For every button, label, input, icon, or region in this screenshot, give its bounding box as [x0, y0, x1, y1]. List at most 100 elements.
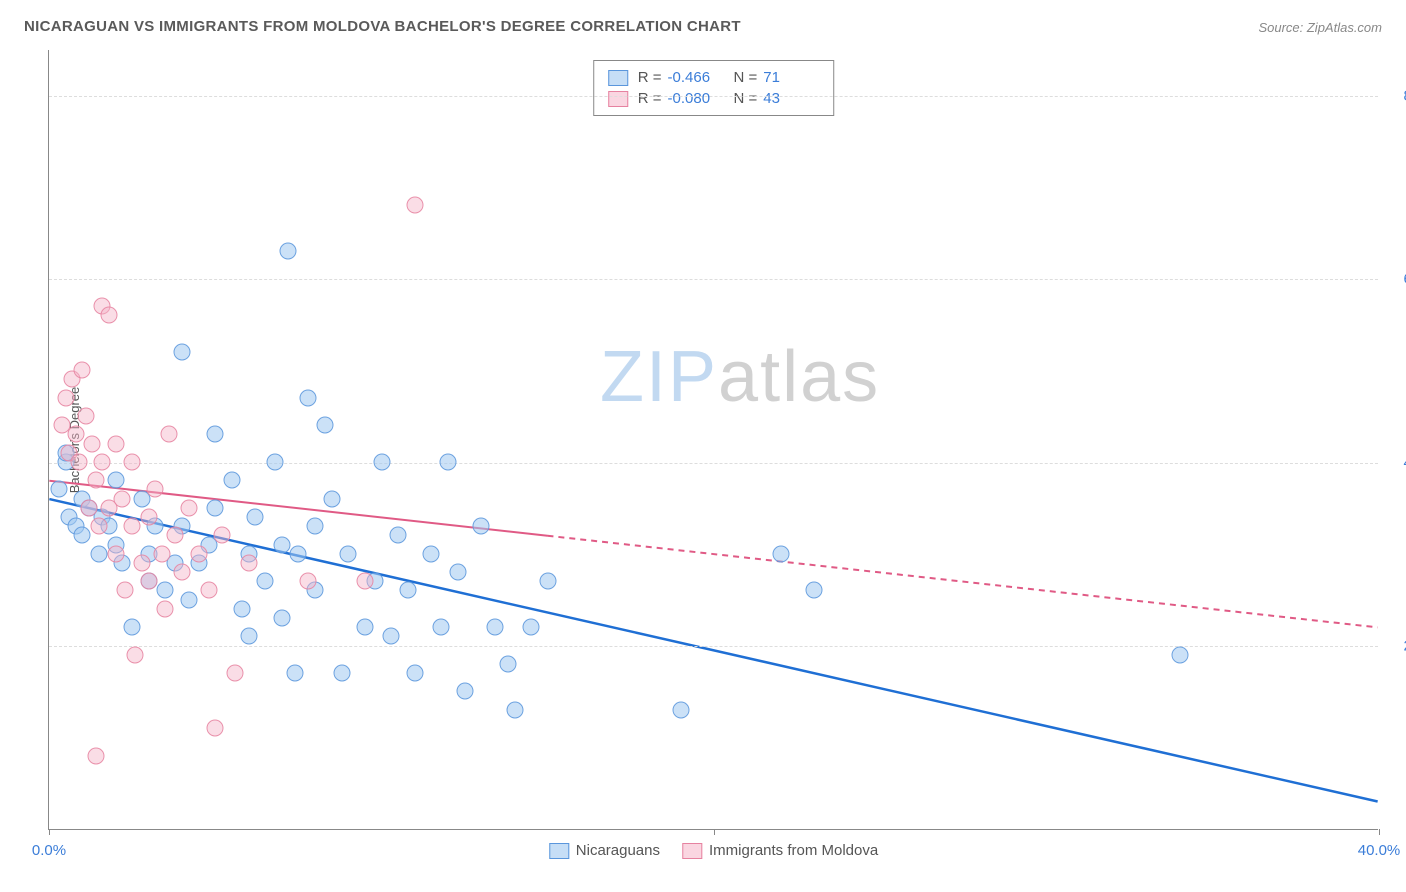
- scatter-point: [50, 481, 67, 498]
- scatter-point: [154, 545, 171, 562]
- scatter-point: [233, 600, 250, 617]
- watermark-right: atlas: [718, 337, 880, 417]
- scatter-point: [90, 545, 107, 562]
- scatter-point: [373, 453, 390, 470]
- swatch-blue-icon: [608, 70, 628, 86]
- scatter-point: [227, 665, 244, 682]
- scatter-point: [134, 554, 151, 571]
- scatter-point: [180, 499, 197, 516]
- scatter-point: [499, 655, 516, 672]
- legend-label: Nicaraguans: [576, 842, 660, 859]
- scatter-point: [140, 509, 157, 526]
- legend-item-2: Immigrants from Moldova: [682, 842, 878, 859]
- y-tick-label: 20.0%: [1386, 638, 1406, 655]
- scatter-point: [523, 619, 540, 636]
- scatter-point: [90, 518, 107, 535]
- scatter-point: [114, 490, 131, 507]
- bottom-legend: Nicaraguans Immigrants from Moldova: [549, 842, 878, 859]
- scatter-point: [316, 417, 333, 434]
- scatter-point: [300, 573, 317, 590]
- legend-label: Immigrants from Moldova: [709, 842, 878, 859]
- scatter-point: [280, 242, 297, 259]
- scatter-point: [257, 573, 274, 590]
- scatter-point: [273, 609, 290, 626]
- scatter-point: [57, 389, 74, 406]
- scatter-point: [383, 628, 400, 645]
- trend-lines: [49, 50, 1378, 829]
- scatter-point: [300, 389, 317, 406]
- chart-container: NICARAGUAN VS IMMIGRANTS FROM MOLDOVA BA…: [0, 0, 1406, 892]
- scatter-point: [80, 499, 97, 516]
- scatter-point: [356, 619, 373, 636]
- scatter-point: [772, 545, 789, 562]
- scatter-point: [440, 453, 457, 470]
- swatch-pink-icon: [608, 91, 628, 107]
- scatter-point: [240, 554, 257, 571]
- grid-line: [49, 463, 1378, 464]
- scatter-point: [307, 518, 324, 535]
- scatter-point: [207, 426, 224, 443]
- scatter-point: [340, 545, 357, 562]
- stat-r-value: -0.466: [668, 69, 724, 86]
- scatter-point: [117, 582, 134, 599]
- scatter-point: [390, 527, 407, 544]
- stat-r-label: R =: [638, 69, 662, 86]
- scatter-point: [124, 518, 141, 535]
- scatter-point: [406, 197, 423, 214]
- scatter-point: [87, 472, 104, 489]
- scatter-point: [400, 582, 417, 599]
- plot-area: Bachelor's Degree ZIPatlas R = -0.466 N …: [48, 50, 1378, 830]
- scatter-point: [107, 545, 124, 562]
- scatter-point: [70, 453, 87, 470]
- scatter-point: [107, 435, 124, 452]
- scatter-point: [486, 619, 503, 636]
- scatter-point: [273, 536, 290, 553]
- grid-line: [49, 96, 1378, 97]
- y-tick-label: 40.0%: [1386, 454, 1406, 471]
- source-attribution: Source: ZipAtlas.com: [1258, 20, 1382, 35]
- scatter-point: [124, 619, 141, 636]
- scatter-point: [473, 518, 490, 535]
- swatch-blue-icon: [549, 843, 569, 859]
- scatter-point: [449, 564, 466, 581]
- grid-line: [49, 279, 1378, 280]
- y-tick-label: 80.0%: [1386, 87, 1406, 104]
- x-tick-label: 40.0%: [1358, 842, 1401, 859]
- stats-row-1: R = -0.466 N = 71: [608, 67, 820, 88]
- scatter-point: [157, 582, 174, 599]
- scatter-point: [107, 472, 124, 489]
- source-name: ZipAtlas.com: [1307, 20, 1382, 35]
- scatter-point: [77, 408, 94, 425]
- stat-n-value: 43: [763, 90, 819, 107]
- source-prefix: Source:: [1258, 20, 1306, 35]
- scatter-point: [200, 582, 217, 599]
- scatter-point: [1171, 646, 1188, 663]
- scatter-point: [506, 701, 523, 718]
- watermark: ZIPatlas: [600, 336, 880, 418]
- scatter-point: [287, 665, 304, 682]
- scatter-point: [267, 453, 284, 470]
- scatter-point: [190, 545, 207, 562]
- scatter-point: [160, 426, 177, 443]
- scatter-point: [406, 665, 423, 682]
- stat-n-label: N =: [734, 90, 758, 107]
- scatter-point: [67, 426, 84, 443]
- scatter-point: [87, 747, 104, 764]
- scatter-point: [84, 435, 101, 452]
- scatter-point: [74, 527, 91, 544]
- scatter-point: [167, 527, 184, 544]
- x-tick-label: 0.0%: [32, 842, 66, 859]
- scatter-point: [207, 499, 224, 516]
- stats-panel: R = -0.466 N = 71 R = -0.080 N = 43: [593, 60, 835, 116]
- scatter-point: [805, 582, 822, 599]
- scatter-point: [174, 343, 191, 360]
- scatter-point: [356, 573, 373, 590]
- scatter-point: [223, 472, 240, 489]
- scatter-point: [207, 720, 224, 737]
- scatter-point: [100, 307, 117, 324]
- scatter-point: [240, 628, 257, 645]
- stats-row-2: R = -0.080 N = 43: [608, 88, 820, 109]
- scatter-point: [539, 573, 556, 590]
- scatter-point: [147, 481, 164, 498]
- scatter-point: [456, 683, 473, 700]
